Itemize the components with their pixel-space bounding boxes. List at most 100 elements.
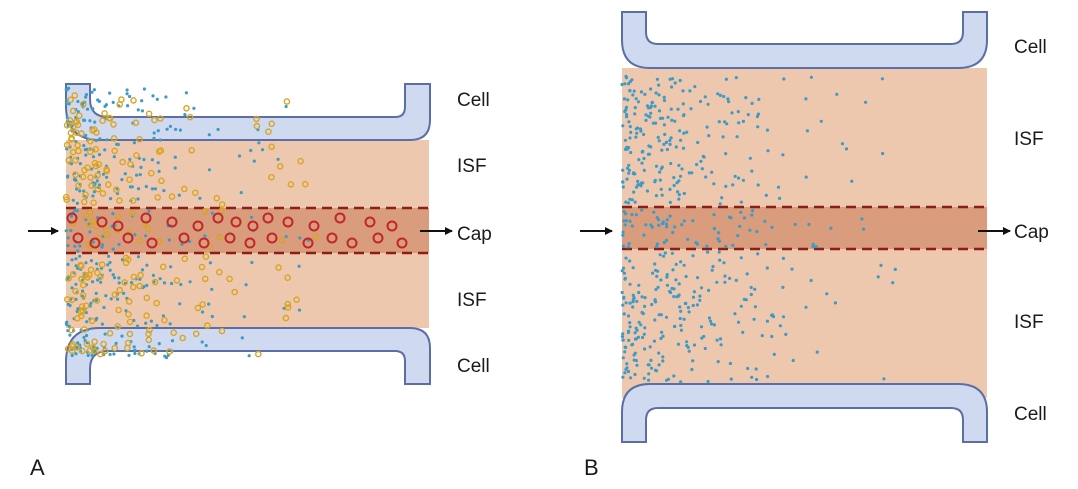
yellow-particle (201, 275, 209, 283)
solute-dot (76, 99, 80, 104)
solute-dot (700, 336, 704, 340)
solute-dot (657, 139, 661, 143)
solute-dot (639, 323, 643, 327)
solute-dot (155, 323, 159, 328)
yellow-particle (158, 177, 165, 185)
yellow-particle (77, 261, 84, 269)
solute-dot (674, 262, 678, 266)
solute-dot (621, 338, 625, 342)
solute-dot (111, 100, 115, 104)
solute-dot (739, 256, 743, 260)
solute-dot (100, 245, 104, 249)
solute-dot (111, 273, 115, 277)
solute-dot (665, 273, 669, 277)
solute-dot (684, 274, 688, 279)
solute-dot (128, 94, 132, 99)
solute-dot (620, 269, 624, 273)
solute-dot (642, 156, 646, 161)
solute-dot (126, 104, 130, 108)
solute-dot (807, 222, 811, 227)
solute-dot (669, 161, 673, 166)
solute-dot (633, 372, 637, 377)
yellow-particle (103, 231, 111, 238)
yellow-particle (145, 110, 153, 118)
yellow-particle (186, 113, 194, 121)
solute-dot (673, 324, 677, 328)
solute-dot (661, 359, 665, 363)
solute-dot (136, 108, 140, 112)
solute-dot (657, 363, 661, 367)
solute-dot (696, 140, 700, 145)
solute-dot (142, 87, 146, 91)
solute-dot (815, 350, 819, 354)
panel-b-label-cell-bottom: Cell (1014, 404, 1047, 425)
solute-dot (631, 305, 635, 309)
solute-dot (88, 119, 92, 123)
yellow-particle (66, 117, 74, 124)
solute-dot (893, 267, 897, 271)
yellow-particle (80, 100, 87, 108)
solute-dot (69, 162, 74, 166)
solute-dot (153, 187, 157, 191)
solute-dot (83, 148, 87, 152)
solute-dot (647, 144, 651, 148)
solute-dot (640, 310, 644, 315)
solute-dot (634, 135, 638, 139)
yellow-particle (216, 234, 223, 241)
panel-a: Cell ISF Cap ISF Cell A (28, 83, 492, 480)
yellow-particle (181, 255, 189, 263)
solute-dot (158, 277, 162, 281)
solute-dot (706, 250, 710, 254)
solute-dot (250, 215, 254, 219)
solute-dot (150, 187, 154, 191)
solute-dot (622, 295, 626, 299)
solute-dot (237, 154, 242, 158)
solute-dot (781, 285, 785, 289)
solute-dot (723, 120, 727, 124)
solute-dot (686, 305, 691, 310)
yellow-particle (218, 327, 226, 335)
yellow-particle (115, 306, 122, 314)
solute-dot (112, 155, 116, 159)
solute-dot (138, 277, 142, 281)
solute-dot (643, 326, 647, 330)
yellow-particle (72, 171, 79, 178)
solute-dot (766, 374, 770, 379)
yellow-particle (202, 253, 210, 261)
solute-dot (276, 157, 280, 161)
solute-dot (91, 107, 95, 111)
solute-dot (726, 97, 730, 101)
yellow-particle (83, 340, 91, 348)
solute-dot (634, 213, 639, 217)
solute-dot (649, 358, 653, 362)
solute-dot (284, 104, 288, 109)
solute-dot (647, 152, 652, 156)
solute-dot (108, 268, 112, 272)
solute-dot (623, 138, 628, 142)
solute-dot (112, 276, 117, 280)
solute-dot (207, 302, 211, 306)
solute-dot (177, 193, 181, 197)
solute-dot (677, 163, 681, 167)
solute-dot (669, 290, 673, 295)
solute-dot (646, 114, 651, 118)
solute-dot (117, 276, 121, 280)
solute-dot (724, 244, 728, 248)
solute-dot (167, 238, 171, 242)
solute-dot (752, 317, 756, 321)
solute-dot (689, 107, 693, 111)
solute-dot (117, 242, 121, 247)
yellow-particle (126, 228, 133, 236)
panel-a-label-isf-top: ISF (457, 156, 487, 177)
solute-dot (82, 144, 86, 148)
solute-dot (755, 229, 759, 234)
solute-dot (647, 372, 651, 376)
solute-dot (882, 377, 886, 381)
solute-dot (778, 196, 782, 200)
solute-dot (784, 332, 788, 336)
solute-dot (151, 94, 155, 98)
solute-dot (781, 153, 785, 157)
solute-dot (625, 112, 629, 117)
red-particle (262, 212, 274, 224)
solute-dot (670, 77, 675, 81)
